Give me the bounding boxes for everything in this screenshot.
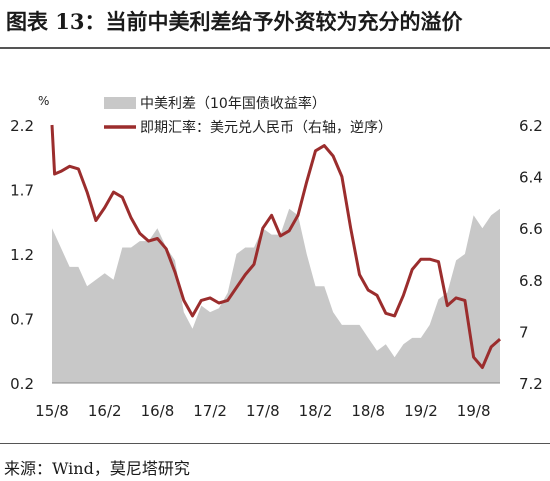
x-tick-label: 16/8 [141, 402, 175, 420]
x-tick-label: 19/2 [404, 402, 438, 420]
x-tick-label: 17/2 [193, 402, 227, 420]
x-tick-label: 17/8 [246, 402, 280, 420]
legend-label-rate: 即期汇率：美元兑人民币（右轴，逆序） [140, 119, 392, 136]
x-tick-label: 15/8 [35, 402, 69, 420]
left-unit-label: % [38, 94, 49, 108]
spread-area [52, 208, 500, 383]
right-tick-label: 6.8 [519, 272, 543, 290]
right-tick-label: 7 [519, 323, 529, 341]
left-tick-label: 1.7 [10, 182, 34, 200]
right-tick-label: 7.2 [519, 375, 543, 393]
left-tick-label: 0.2 [10, 375, 34, 393]
x-tick-label: 19/8 [457, 402, 491, 420]
exchange-rate-line [50, 124, 501, 369]
bottom-divider [0, 443, 550, 444]
left-tick-label: 1.2 [10, 246, 34, 264]
x-tick-label: 16/2 [88, 402, 122, 420]
chart-title: 图表 13：当前中美利差给予外资较为充分的溢价 [6, 9, 463, 34]
x-tick-label: 18/8 [351, 402, 385, 420]
legend-swatch-spread [104, 97, 136, 109]
right-tick-label: 6.2 [519, 117, 543, 135]
x-tick-label: 18/2 [299, 402, 333, 420]
source-note: 来源：Wind，莫尼塔研究 [4, 459, 190, 478]
top-divider [0, 47, 550, 49]
right-tick-label: 6.4 [519, 169, 543, 187]
left-tick-label: 0.7 [10, 311, 34, 329]
left-tick-label: 2.2 [10, 117, 34, 135]
legend-label-spread: 中美利差（10年国债收益率） [140, 95, 326, 112]
chart-canvas: 0.2 0.7 1.2 1.7 2.2% 6.2 6.4 6.6 6.8 7 7.2 15/8 16/2… [10, 94, 543, 420]
right-tick-label: 6.6 [519, 220, 543, 238]
